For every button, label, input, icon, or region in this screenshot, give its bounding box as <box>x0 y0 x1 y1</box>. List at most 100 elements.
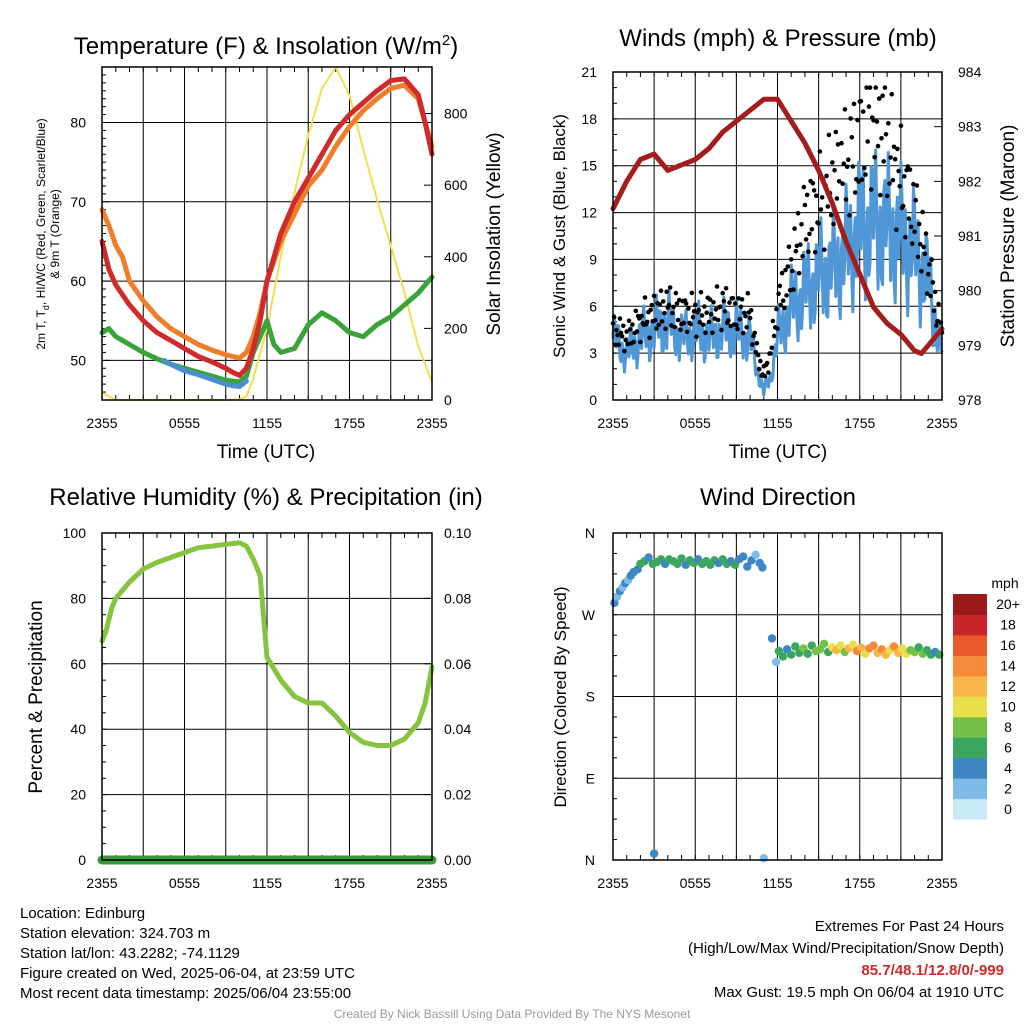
wind-gust-point <box>932 289 938 295</box>
wind-y-tick-label: 12 <box>581 205 597 221</box>
wind-gust-point <box>916 221 922 227</box>
wind-gust-point <box>809 227 815 232</box>
wind-gust-point <box>928 293 933 299</box>
wind-gust-point <box>719 327 724 333</box>
wind-gust-point <box>657 302 663 307</box>
wind-y-tick-label: 6 <box>589 298 597 314</box>
wind-gust-point <box>658 288 664 294</box>
colorbar-label: 4 <box>1004 760 1012 776</box>
colorbar-swatch <box>953 675 987 697</box>
wind-gust-point <box>656 322 661 328</box>
wind-gust-point <box>786 244 792 250</box>
wind-gust-point <box>836 179 842 184</box>
wind-gust-point <box>798 242 803 247</box>
wind-gust-point <box>847 212 852 218</box>
wind-yr-tick-label: 984 <box>958 64 982 80</box>
wind-gust-point <box>780 298 786 304</box>
wind-gust-point <box>807 231 812 237</box>
temp-x-tick-label: 1155 <box>252 415 282 431</box>
wdir-point <box>791 642 800 651</box>
extremes-gust: Max Gust: 19.5 mph On 06/04 at 1910 UTC <box>713 984 1004 1001</box>
wdir-ylabel-left-text: Direction (Colored By Speed) <box>551 586 570 807</box>
wind-gust-point <box>935 318 940 324</box>
wind-gust-point <box>711 300 716 305</box>
wind-gust-point <box>914 183 920 188</box>
wind-gust-point <box>806 249 811 254</box>
wind-gust-point <box>704 310 709 316</box>
wind-gust-point <box>898 123 904 129</box>
wind-gust-point <box>852 190 858 195</box>
wind-gust-point <box>878 192 883 198</box>
wind-gust-point <box>842 107 848 112</box>
wind-gust-point <box>663 326 668 332</box>
wind-gust-point <box>900 203 906 209</box>
temp-yr-tick-label: 400 <box>444 249 468 265</box>
rh-yr-tick-label: 0.02 <box>444 787 471 803</box>
temp-y-tick-label: 70 <box>70 194 86 210</box>
wind-gust-point <box>920 209 925 215</box>
wind-gust-point <box>895 146 900 152</box>
temp-series-2m-t <box>99 76 435 378</box>
wind-gust-point <box>699 313 705 318</box>
rh-series-relative-humidity <box>99 540 435 748</box>
wind-x-tick-label: 2355 <box>926 415 957 431</box>
colorbar-swatch <box>953 716 987 738</box>
extremes-values: 85.7/48.1/12.8/0/-999 <box>861 962 1004 979</box>
wind-gust-point <box>832 167 837 173</box>
wind-gust-point <box>913 197 918 203</box>
wind-gust-point <box>903 234 908 240</box>
wind-gust-point <box>683 301 689 306</box>
wind-gust-point <box>863 172 868 177</box>
wind-gust-point <box>621 323 626 329</box>
wind-gust-point <box>782 305 787 311</box>
wind-gust-point <box>624 329 629 334</box>
rh-x-tick-label: 1155 <box>252 875 282 891</box>
wind-gust-point <box>902 174 907 179</box>
wind-gust-point <box>619 334 625 339</box>
temp-title: Temperature (F) & Insolation (W/m2) <box>74 32 458 60</box>
wind-gust-point <box>697 319 703 325</box>
wind-gust-point <box>771 333 777 339</box>
wind-gust-point <box>915 254 921 260</box>
wind-gust-point <box>783 267 788 273</box>
colorbar-label: 12 <box>1000 678 1016 694</box>
wind-gust-point <box>623 337 628 343</box>
wdir-point <box>758 563 767 572</box>
wdir-series-points <box>610 550 944 863</box>
wind-gust-point <box>672 324 677 330</box>
wdir-point <box>787 650 796 659</box>
wind-gust-point <box>862 165 867 171</box>
wind-gust-point <box>752 330 757 336</box>
wind-gust-point <box>739 297 745 302</box>
wind-gust-point <box>791 287 796 292</box>
temp-yr-tick-label: 200 <box>444 320 468 336</box>
wind-gust-point <box>754 340 760 346</box>
wind-ylabel-left-text: Sonic Wind & Gust (Blue, Black) <box>550 114 569 358</box>
temp-ylabel-right-text: Solar Insolation (Yellow) <box>484 132 505 335</box>
rh-ylabel-left: Percent & Precipitation <box>26 600 47 793</box>
wind-gust-point <box>804 192 810 198</box>
wind-gust-point <box>814 193 819 198</box>
wind-gust-point <box>626 318 632 324</box>
wdir-y-tick-label: N <box>585 525 595 541</box>
wind-gust-point <box>872 155 877 160</box>
rh-x-tick-label: 2355 <box>86 875 117 891</box>
wind-gust-point <box>826 132 832 138</box>
wind-gust-point <box>892 156 898 162</box>
wind-gust-point <box>633 308 639 314</box>
wind-gust-point <box>811 188 817 193</box>
rh-y-tick-label: 40 <box>70 721 86 737</box>
wind-gust-point <box>673 290 679 296</box>
wind-gust-point <box>686 306 691 311</box>
wind-gust-point <box>756 366 762 372</box>
wind-gust-point <box>618 330 624 336</box>
wind-gust-point <box>698 290 704 295</box>
wind-gust-point <box>912 229 917 234</box>
wind-gust-point <box>904 167 909 173</box>
wind-gust-point <box>613 342 618 348</box>
colorbar-label: 0 <box>1004 801 1012 817</box>
wind-gust-point <box>745 290 751 296</box>
wind-gust-point <box>779 270 785 276</box>
colorbar-swatch <box>953 614 987 636</box>
wind-y-tick-label: 9 <box>589 251 597 267</box>
